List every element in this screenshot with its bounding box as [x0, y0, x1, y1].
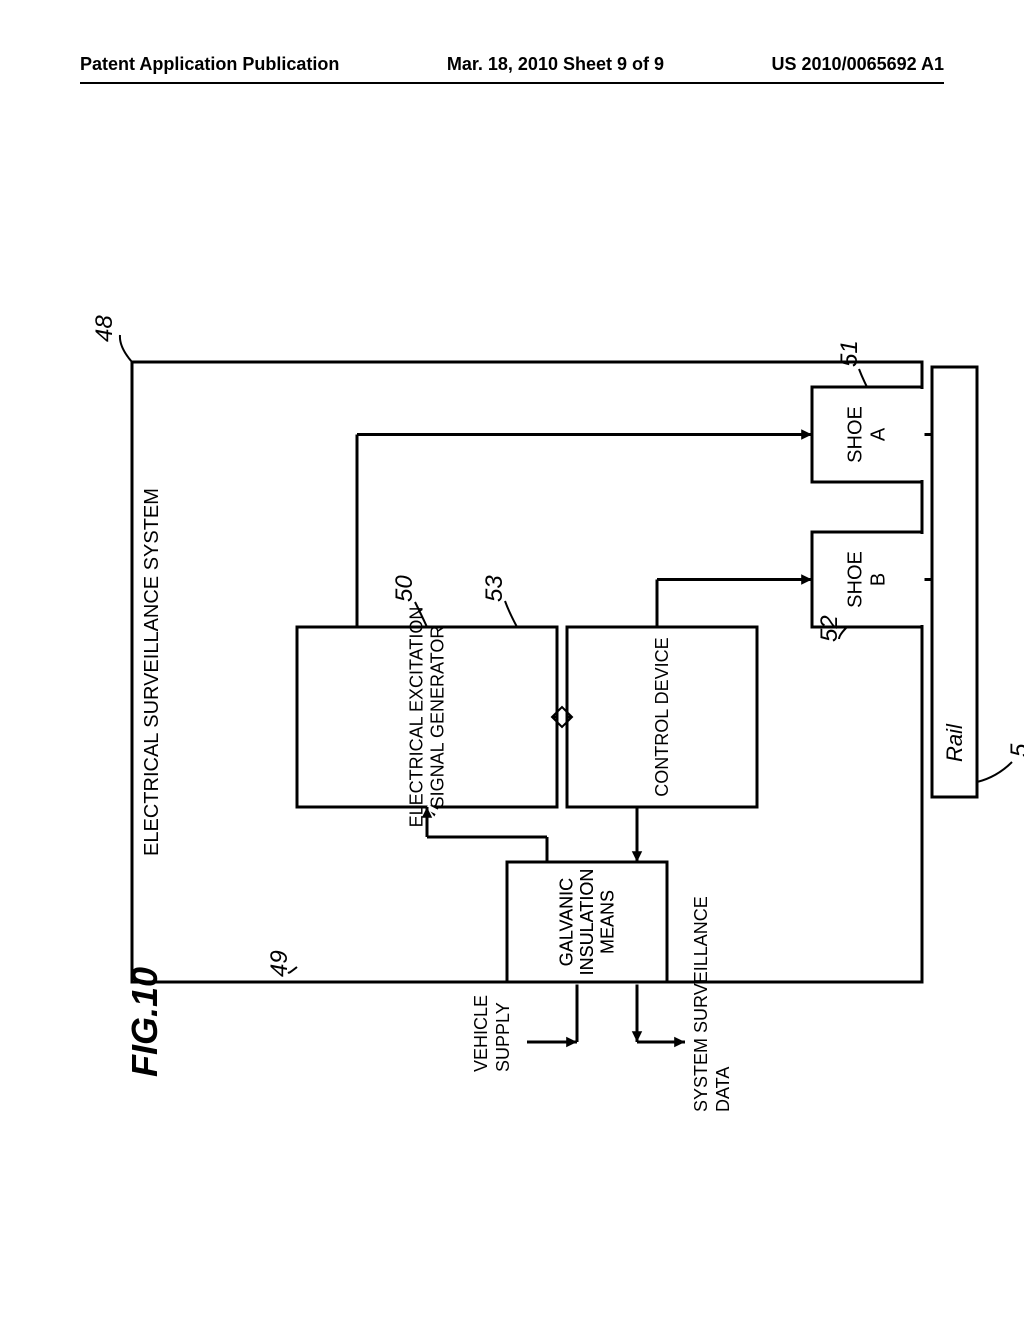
- shoe-b-label: B: [868, 573, 890, 586]
- shoe-a-label: A: [868, 427, 890, 441]
- vehicle-supply-2: SUPPLY: [493, 1002, 513, 1072]
- outer-box: [132, 362, 922, 982]
- galvanic-label-top: MEANS: [598, 890, 618, 954]
- galvanic-label-top: INSULATION: [577, 869, 597, 976]
- surv-data-2: DATA: [713, 1067, 733, 1112]
- ctrl-shoeB-v-arrowhead: [801, 574, 812, 584]
- generator-label: SIGNAL GENERATOR: [427, 626, 447, 809]
- galvanic-label-top: GALVANIC: [556, 878, 576, 966]
- ref-5: 5: [1006, 743, 1024, 757]
- vehicle-supply-1: VEHICLE: [471, 995, 491, 1072]
- header-right: US 2010/0065692 A1: [772, 54, 944, 75]
- outer-title: ELECTRICAL SURVEILLANCE SYSTEM: [141, 488, 163, 856]
- ctrl-to-galv-arrowhead: [632, 851, 642, 862]
- rail-label: Rail: [942, 723, 967, 762]
- ref-53-hook: [505, 601, 517, 627]
- vehicle-supply-arrow-arrowhead: [566, 1037, 577, 1047]
- header-left: Patent Application Publication: [80, 54, 339, 75]
- figure-svg: FIG.10ELECTRICAL SURVEILLANCE SYSTEM48GA…: [0, 110, 1024, 1260]
- shoe-b-label: SHOE: [845, 551, 867, 608]
- ref-48-hook: [120, 335, 132, 362]
- generator-label: ELECTRICAL EXCITATION: [407, 607, 427, 828]
- ref-51-hook: [859, 369, 867, 387]
- ref-5-hook: [977, 762, 1012, 782]
- surv-data-1: SYSTEM SURVEILLANCE: [691, 896, 711, 1112]
- ref-51: 51: [836, 340, 863, 367]
- patent-header: Patent Application Publication Mar. 18, …: [0, 54, 1024, 75]
- shoe-a-label: SHOE: [845, 406, 867, 463]
- header-center: Mar. 18, 2010 Sheet 9 of 9: [447, 54, 664, 75]
- header-rule: [80, 82, 944, 84]
- ref-50: 50: [391, 575, 418, 602]
- ref-53: 53: [481, 575, 508, 602]
- gen-shoeA-v-arrowhead: [801, 429, 812, 439]
- surv-out-v-arrowhead: [674, 1037, 685, 1047]
- page: Patent Application Publication Mar. 18, …: [0, 0, 1024, 1320]
- ref-48: 48: [91, 315, 118, 342]
- control-label: CONTROL DEVICE: [652, 637, 672, 796]
